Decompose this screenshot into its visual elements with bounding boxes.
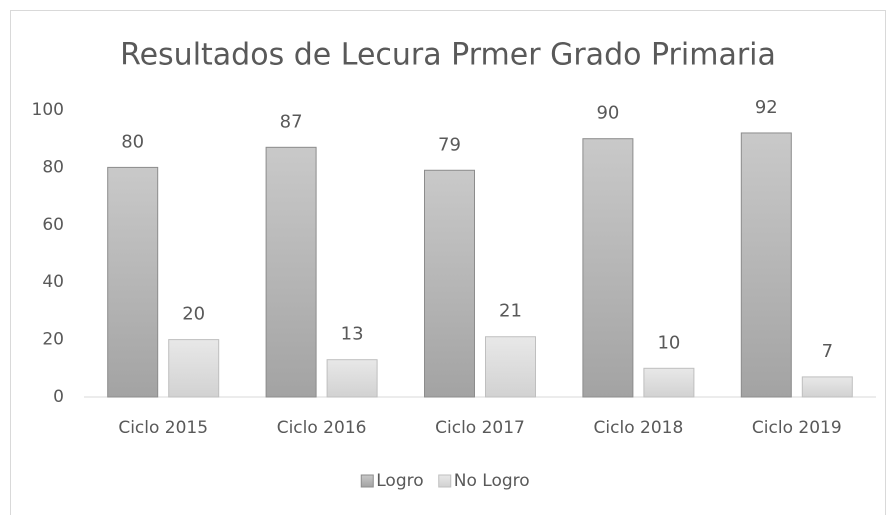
y-tick-label: 60 xyxy=(42,215,64,235)
value-label: 10 xyxy=(657,332,680,353)
y-tick-label: 20 xyxy=(42,330,64,350)
bar xyxy=(582,138,634,398)
value-label: 21 xyxy=(499,301,522,322)
x-tick-label: Ciclo 2018 xyxy=(594,418,684,438)
value-label: 7 xyxy=(822,341,833,362)
bar xyxy=(740,132,792,398)
y-tick-label: 80 xyxy=(42,157,64,177)
value-label: 87 xyxy=(280,111,303,132)
bar xyxy=(643,367,695,398)
chart-border xyxy=(10,10,886,519)
value-label: 13 xyxy=(341,324,364,345)
value-label: 20 xyxy=(182,304,205,325)
chart-title: Resultados de Lecura Prmer Grado Primari… xyxy=(120,38,776,73)
bar xyxy=(326,359,378,398)
y-tick-label: 40 xyxy=(42,272,64,292)
bar xyxy=(107,166,159,398)
x-tick-label: Ciclo 2015 xyxy=(118,418,208,438)
x-tick-label: Ciclo 2016 xyxy=(277,418,367,438)
legend-label: Logro xyxy=(376,471,423,491)
value-label: 79 xyxy=(438,134,461,155)
y-tick-label: 0 xyxy=(53,387,64,407)
legend-swatch xyxy=(438,474,452,488)
bar xyxy=(801,376,853,398)
value-label: 92 xyxy=(755,97,778,118)
value-label: 90 xyxy=(596,103,619,124)
x-tick-label: Ciclo 2019 xyxy=(752,418,842,438)
legend-swatch xyxy=(360,474,374,488)
bar xyxy=(424,169,475,398)
value-label: 80 xyxy=(121,131,144,152)
bar xyxy=(265,146,317,398)
bar xyxy=(168,339,220,398)
y-tick-label: 100 xyxy=(32,100,64,120)
legend-label: No Logro xyxy=(454,471,530,491)
x-tick-label: Ciclo 2017 xyxy=(435,418,525,438)
bar xyxy=(485,336,536,398)
